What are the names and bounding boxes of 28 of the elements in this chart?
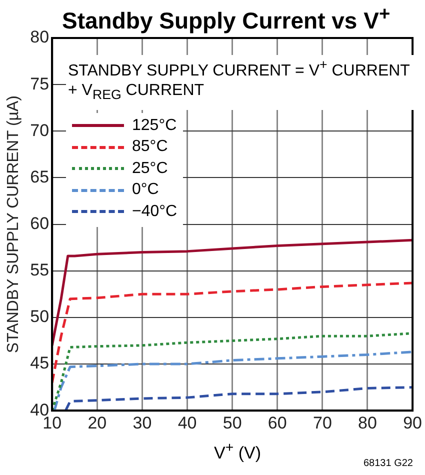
x-tick-label: 90 [403,413,422,432]
x-tick-label: 50 [222,413,242,432]
y-tick-label: 70 [30,120,50,140]
x-tick-label: 70 [312,413,332,432]
y-tick-label: 45 [30,354,50,373]
y-tick-label: 80 [30,28,50,47]
y-axis-title: STANDBY SUPPLY CURRENT (µA) [5,96,22,354]
x-tick-label: 20 [88,413,107,432]
legend-label: −40°C [132,202,178,221]
y-tick-label: 55 [30,260,50,280]
line-series [64,386,413,411]
x-tick-label: 60 [268,413,287,432]
y-tick-label: 75 [30,74,50,94]
x-tick-label: 30 [132,413,152,432]
chart-title: Standby Supply Current vs V$^{+}$ [62,4,390,35]
y-tick-label: 50 [30,307,50,326]
legend-label: 125°C [132,116,177,135]
x-axis-title: V$^{+}$ (V) [214,440,261,463]
x-tick-label: 80 [358,413,377,432]
legend-label: 0°C [132,181,159,200]
text: STANDBY SUPPLY CURRENT = V$^{+}$ CURRENT + V$_{REG}$ CURRENT [68,57,410,103]
y-tick-label: 60 [30,214,50,233]
legend-label: 25°C [132,160,168,178]
y-tick-label: 65 [30,167,50,186]
legend-label: 85°C [132,138,168,156]
x-tick-label: 40 [178,413,197,432]
line-series [52,282,413,384]
text: 68131 G22 [364,458,413,469]
